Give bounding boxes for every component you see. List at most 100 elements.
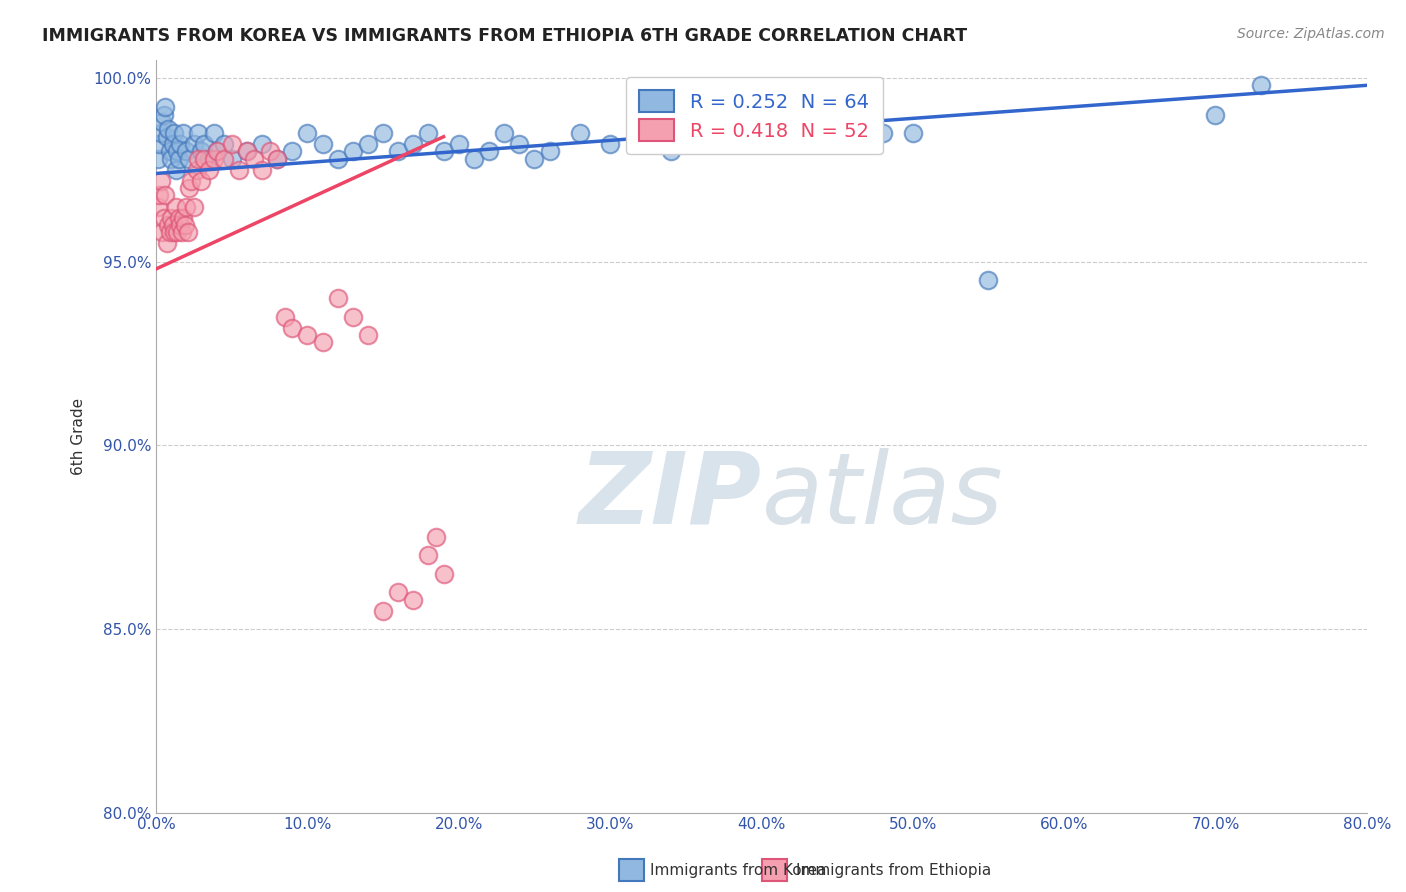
- Y-axis label: 6th Grade: 6th Grade: [72, 398, 86, 475]
- Point: [1204, 108, 1226, 122]
- Point: [159, 145, 181, 159]
- Point: [205, 145, 228, 159]
- Point: [156, 236, 179, 251]
- Point: [150, 225, 173, 239]
- Point: [157, 218, 180, 232]
- Point: [166, 225, 188, 239]
- Point: [205, 145, 228, 159]
- Point: [149, 174, 172, 188]
- Point: [153, 100, 176, 114]
- Point: [259, 145, 281, 159]
- Point: [148, 137, 170, 152]
- Point: [187, 126, 209, 140]
- Point: [311, 137, 333, 152]
- Point: [266, 152, 288, 166]
- Text: Immigrants from Ethiopia: Immigrants from Ethiopia: [796, 863, 991, 878]
- Point: [193, 137, 215, 152]
- Point: [179, 152, 201, 166]
- Point: [720, 115, 742, 129]
- Point: [250, 137, 273, 152]
- Point: [167, 211, 190, 225]
- Point: [357, 137, 380, 152]
- Point: [170, 225, 193, 239]
- Point: [177, 225, 200, 239]
- Point: [977, 273, 1000, 287]
- Point: [311, 335, 333, 350]
- Point: [326, 152, 349, 166]
- Point: [190, 174, 212, 188]
- Point: [152, 108, 174, 122]
- Point: [202, 126, 225, 140]
- Point: [165, 162, 187, 177]
- Point: [150, 115, 173, 129]
- Point: [221, 137, 243, 152]
- Point: [172, 126, 194, 140]
- Point: [160, 211, 183, 225]
- Point: [402, 137, 425, 152]
- Point: [250, 162, 273, 177]
- Point: [162, 218, 184, 232]
- Point: [523, 152, 546, 166]
- Point: [179, 181, 201, 195]
- Point: [297, 328, 319, 343]
- Point: [371, 603, 394, 617]
- Point: [228, 162, 250, 177]
- Point: [243, 152, 266, 166]
- Point: [342, 145, 364, 159]
- Point: [478, 145, 501, 159]
- Point: [163, 126, 186, 140]
- Point: [236, 145, 259, 159]
- Point: [159, 225, 181, 239]
- Text: IMMIGRANTS FROM KOREA VS IMMIGRANTS FROM ETHIOPIA 6TH GRADE CORRELATION CHART: IMMIGRANTS FROM KOREA VS IMMIGRANTS FROM…: [42, 27, 967, 45]
- Point: [162, 137, 184, 152]
- Point: [281, 145, 304, 159]
- Point: [148, 188, 170, 202]
- Point: [872, 126, 894, 140]
- Point: [212, 137, 235, 152]
- Text: Source: ZipAtlas.com: Source: ZipAtlas.com: [1237, 27, 1385, 41]
- Point: [418, 549, 440, 563]
- Point: [266, 152, 288, 166]
- Point: [198, 152, 221, 166]
- Point: [402, 592, 425, 607]
- Point: [146, 200, 169, 214]
- Point: [841, 115, 863, 129]
- Point: [357, 328, 380, 343]
- Point: [212, 152, 235, 166]
- Text: ZIP: ZIP: [578, 448, 762, 545]
- Point: [659, 145, 682, 159]
- Text: Immigrants from Korea: Immigrants from Korea: [650, 863, 827, 878]
- Point: [166, 145, 188, 159]
- Point: [169, 137, 191, 152]
- Point: [342, 310, 364, 324]
- Point: [425, 530, 447, 544]
- Point: [187, 152, 209, 166]
- Point: [433, 145, 456, 159]
- Point: [176, 200, 198, 214]
- Point: [494, 126, 516, 140]
- Point: [751, 126, 773, 140]
- Point: [387, 585, 409, 599]
- Point: [163, 225, 186, 239]
- Point: [236, 145, 259, 159]
- Point: [149, 126, 172, 140]
- Point: [281, 320, 304, 334]
- Point: [273, 310, 295, 324]
- Point: [221, 152, 243, 166]
- Point: [190, 145, 212, 159]
- Point: [371, 126, 394, 140]
- Point: [780, 115, 803, 129]
- Point: [157, 122, 180, 136]
- Point: [1250, 78, 1272, 93]
- Point: [169, 218, 191, 232]
- Point: [568, 126, 591, 140]
- Point: [901, 126, 924, 140]
- Point: [463, 152, 485, 166]
- Point: [183, 137, 205, 152]
- Point: [202, 152, 225, 166]
- Point: [172, 211, 194, 225]
- Point: [156, 129, 179, 144]
- Point: [183, 200, 205, 214]
- Point: [433, 566, 456, 581]
- Point: [628, 126, 651, 140]
